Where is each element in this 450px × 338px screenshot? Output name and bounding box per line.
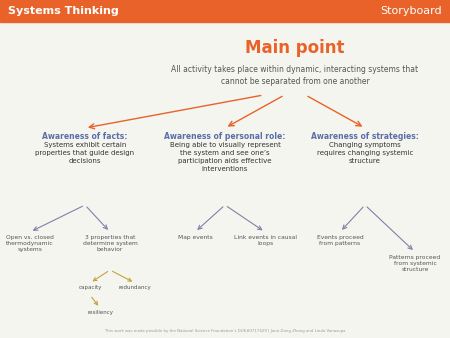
Text: Systems Thinking: Systems Thinking (8, 6, 119, 16)
Text: Events proceed
from patterns: Events proceed from patterns (317, 235, 364, 246)
Text: Map events: Map events (178, 235, 212, 240)
Text: Being able to visually represent
the system and see one’s
participation aids eff: Being able to visually represent the sys… (170, 142, 280, 172)
Text: All activity takes place within dynamic, interacting systems that
cannot be sepa: All activity takes place within dynamic,… (171, 65, 418, 87)
Bar (0, 0, 450, 22)
Text: Patterns proceed
from systemic
structure: Patterns proceed from systemic structure (389, 255, 441, 272)
Text: 3 properties that
determine system
behavior: 3 properties that determine system behav… (82, 235, 137, 252)
Text: Storyboard: Storyboard (380, 6, 442, 16)
Text: Changing symptoms
requires changing systemic
structure: Changing symptoms requires changing syst… (317, 142, 413, 164)
Text: Link events in causal
loops: Link events in causal loops (234, 235, 297, 246)
Text: capacity: capacity (78, 285, 102, 290)
Text: Awareness of facts:: Awareness of facts: (42, 132, 128, 141)
Text: redundancy: redundancy (119, 285, 151, 290)
Text: Awareness of personal role:: Awareness of personal role: (164, 132, 286, 141)
Text: Systems exhibit certain
properties that guide design
decisions: Systems exhibit certain properties that … (36, 142, 135, 164)
Text: Main point: Main point (245, 39, 345, 57)
Text: Open vs. closed
thermodynamic
systems: Open vs. closed thermodynamic systems (6, 235, 54, 252)
Text: Awareness of strategies:: Awareness of strategies: (311, 132, 419, 141)
Text: resiliency: resiliency (87, 310, 113, 315)
Text: This work was made possible by the National Science Foundation’s DUE#0717429 | J: This work was made possible by the Natio… (105, 329, 345, 333)
